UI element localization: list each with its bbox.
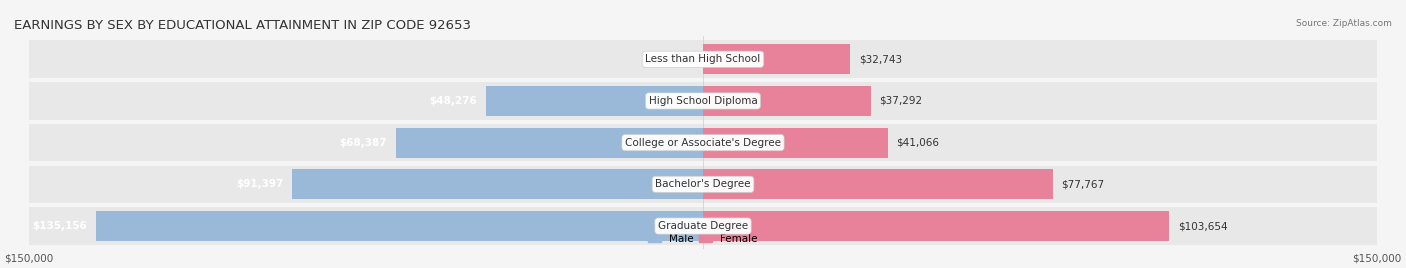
Text: Less than High School: Less than High School <box>645 54 761 64</box>
Bar <box>28 40 1378 78</box>
Bar <box>96 211 703 241</box>
Bar <box>703 211 1168 241</box>
Text: High School Diploma: High School Diploma <box>648 96 758 106</box>
Text: Graduate Degree: Graduate Degree <box>658 221 748 231</box>
Text: $91,397: $91,397 <box>236 179 283 189</box>
Text: Bachelor's Degree: Bachelor's Degree <box>655 179 751 189</box>
Bar <box>703 86 870 116</box>
Text: EARNINGS BY SEX BY EDUCATIONAL ATTAINMENT IN ZIP CODE 92653: EARNINGS BY SEX BY EDUCATIONAL ATTAINMEN… <box>14 19 471 32</box>
Bar <box>28 166 1378 203</box>
Text: Source: ZipAtlas.com: Source: ZipAtlas.com <box>1296 19 1392 28</box>
Bar <box>395 128 703 158</box>
Bar <box>292 169 703 199</box>
Legend: Male, Female: Male, Female <box>644 230 762 248</box>
Text: $68,387: $68,387 <box>339 138 387 148</box>
Bar <box>703 169 1053 199</box>
Bar <box>703 128 887 158</box>
Bar <box>28 82 1378 120</box>
Text: $32,743: $32,743 <box>859 54 903 64</box>
Text: $37,292: $37,292 <box>880 96 922 106</box>
Bar <box>486 86 703 116</box>
Text: $135,156: $135,156 <box>32 221 87 231</box>
Text: $77,767: $77,767 <box>1062 179 1105 189</box>
Text: $48,276: $48,276 <box>429 96 477 106</box>
Bar <box>28 124 1378 161</box>
Text: $41,066: $41,066 <box>897 138 939 148</box>
Bar <box>28 207 1378 245</box>
Text: $0: $0 <box>681 54 695 64</box>
Text: $103,654: $103,654 <box>1178 221 1227 231</box>
Text: College or Associate's Degree: College or Associate's Degree <box>626 138 780 148</box>
Bar <box>703 44 851 74</box>
